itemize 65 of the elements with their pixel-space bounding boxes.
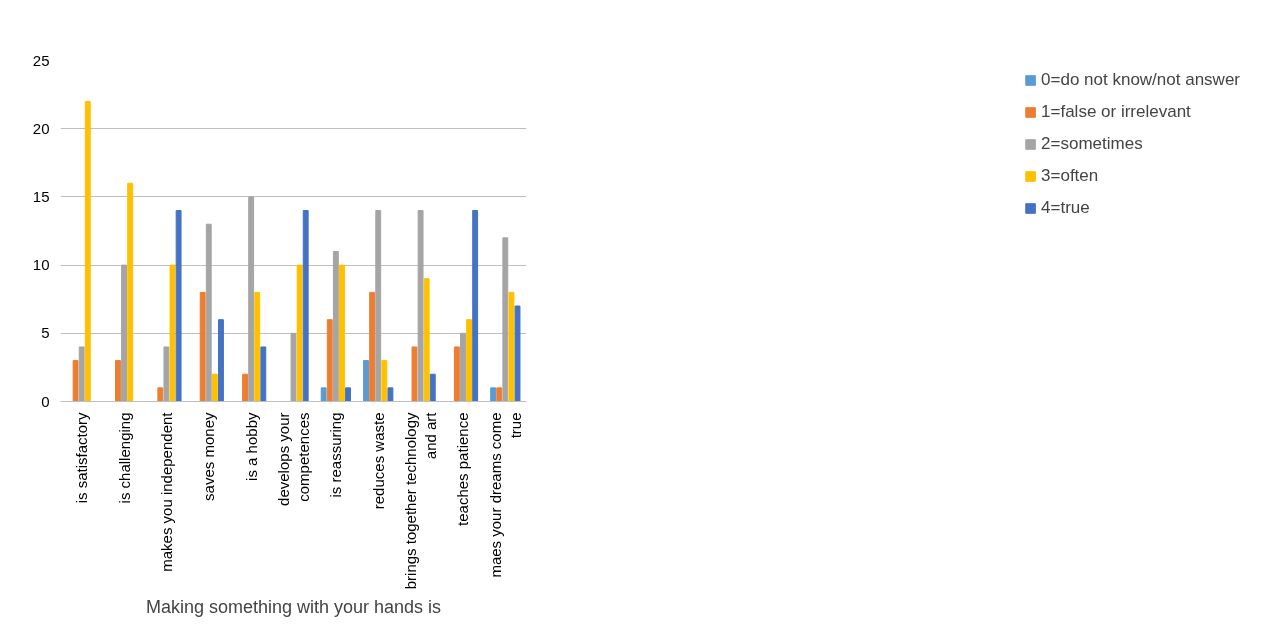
bar xyxy=(369,291,376,402)
bar xyxy=(84,100,91,402)
bar xyxy=(78,346,85,402)
bar xyxy=(260,346,267,402)
bar xyxy=(205,223,212,402)
x-tick-label: maes your dreams come true xyxy=(486,412,525,578)
bar xyxy=(345,387,351,402)
bar xyxy=(411,346,418,402)
bar xyxy=(121,264,127,402)
x-tick-label: reduces waste xyxy=(369,412,387,510)
bar xyxy=(387,387,394,402)
bar xyxy=(169,264,176,402)
legend-label: 4=true xyxy=(1041,198,1090,218)
bar xyxy=(472,210,479,402)
bar xyxy=(302,210,309,402)
x-tick-label: is reassuring xyxy=(327,412,345,498)
bar xyxy=(490,387,497,402)
bar xyxy=(514,305,521,402)
y-tick-label: 5 xyxy=(41,324,50,342)
bar xyxy=(496,387,503,402)
legend-label: 3=often xyxy=(1041,166,1099,186)
bar xyxy=(375,210,382,402)
bar xyxy=(115,360,121,402)
y-tick-label: 15 xyxy=(32,187,50,205)
bar xyxy=(429,373,436,402)
bar xyxy=(417,210,424,402)
x-tick-label: is challenging xyxy=(115,412,133,504)
bar xyxy=(72,360,79,402)
bar xyxy=(320,387,327,402)
y-tick-label: 0 xyxy=(41,392,50,410)
x-tick-label: is a hobby xyxy=(242,412,260,481)
y-tick-label: 10 xyxy=(32,256,50,274)
y-tick-label: 25 xyxy=(32,51,50,69)
x-tick-label: teaches patience xyxy=(454,412,472,526)
bar xyxy=(218,319,224,402)
bar xyxy=(199,291,206,402)
x-tick-label: is satisfactory xyxy=(73,412,91,504)
legend-label: 0=do not know/not answer xyxy=(1041,70,1240,90)
bar xyxy=(175,210,182,402)
bar xyxy=(163,346,170,402)
bar xyxy=(248,196,255,402)
bar xyxy=(332,250,339,402)
bar xyxy=(423,278,430,402)
bar xyxy=(502,237,509,402)
bar xyxy=(296,264,303,402)
y-tick-label: 20 xyxy=(32,119,50,137)
bar xyxy=(242,373,248,402)
bar xyxy=(157,387,164,402)
bar xyxy=(453,346,460,402)
bar xyxy=(290,332,297,402)
x-axis-title: Making something with your hands is xyxy=(145,597,442,618)
bar xyxy=(508,291,515,402)
bar xyxy=(127,182,134,402)
bar xyxy=(211,373,218,402)
legend-label: 2=sometimes xyxy=(1041,134,1143,154)
bar xyxy=(326,319,333,402)
bar xyxy=(381,360,388,402)
bar xyxy=(466,319,472,402)
bar xyxy=(460,332,466,402)
legend-label: 1=false or irrelevant xyxy=(1041,102,1191,122)
bar xyxy=(339,264,345,402)
x-tick-label: makes you independent xyxy=(157,411,175,572)
bar xyxy=(363,360,369,402)
bar xyxy=(254,291,261,402)
x-tick-label: saves money xyxy=(200,412,218,501)
